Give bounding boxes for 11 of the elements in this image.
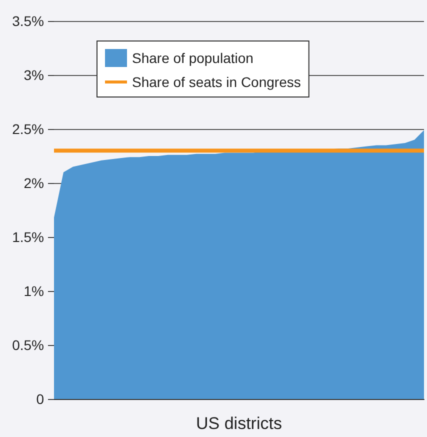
legend-label: Share of population — [132, 50, 254, 66]
y-tick-label: 2% — [24, 175, 44, 191]
y-tick-label: 3.5% — [12, 13, 44, 29]
y-tick-label: 0.5% — [12, 337, 44, 353]
y-tick-label: 1% — [24, 283, 44, 299]
y-tick-label: 0 — [36, 391, 44, 407]
y-tick-label: 3% — [24, 67, 44, 83]
legend-label: Share of seats in Congress — [132, 74, 301, 90]
x-axis-title: US districts — [196, 414, 282, 433]
y-tick-label: 1.5% — [12, 229, 44, 245]
y-tick-label: 2.5% — [12, 121, 44, 137]
